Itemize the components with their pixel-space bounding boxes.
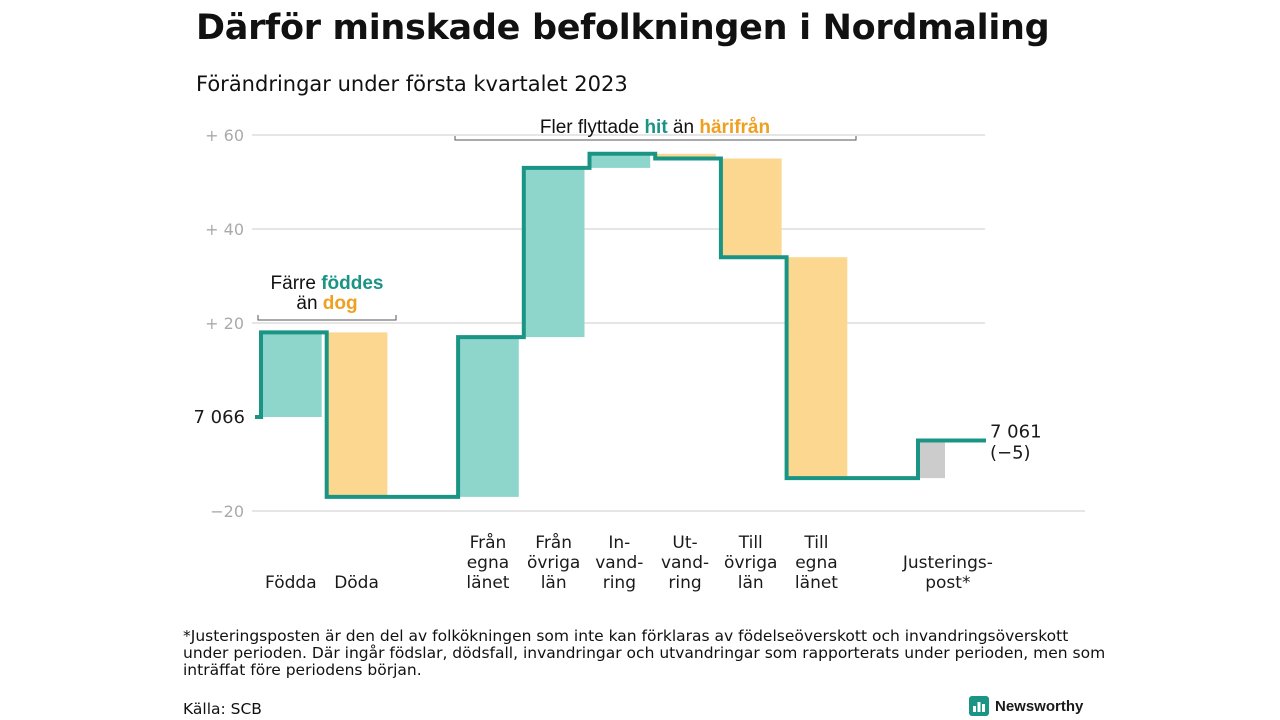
end-change-label: (−5) — [990, 443, 1031, 464]
newsworthy-icon — [969, 696, 989, 716]
running-total-line — [255, 151, 986, 499]
category-label: Justerings-post* — [902, 553, 993, 593]
category-label: Från övriga län — [527, 532, 580, 593]
brand-name: Newsworthy — [995, 697, 1084, 715]
end-value-label: 7 061 — [990, 422, 1042, 443]
annotation-bracket-births — [257, 315, 397, 321]
start-value-label: 7 066 — [193, 407, 245, 428]
annotation-farre-foddes: Färre föddes — [271, 273, 384, 294]
bar-från-övriga-län — [522, 167, 585, 338]
y-tick-label: + 20 — [205, 314, 244, 333]
annotation-an-dog: än dog — [296, 293, 357, 314]
y-tick-label: + 60 — [205, 126, 244, 145]
annotation-bracket-moves — [454, 136, 857, 141]
category-label: Från egna länet — [466, 532, 509, 593]
chart-title: Därför minskade befolkningen i Nordmalin… — [196, 8, 1050, 48]
bar-födda — [260, 332, 322, 417]
y-tick-label: −20 — [210, 502, 244, 521]
bar-justerings--post* — [919, 440, 945, 479]
category-label: Ut-vand-ring — [661, 533, 709, 593]
annotation-fler-flyttade: Fler flyttade hit än härifrån — [540, 117, 770, 138]
chart-subtitle: Förändringar under första kvartalet 2023 — [196, 72, 628, 96]
bar-från-egna-länet — [457, 337, 519, 497]
bar-in--vand--ring — [588, 153, 651, 168]
newsworthy-logo: Newsworthy — [969, 696, 1083, 716]
category-label: Till övriga län — [724, 533, 777, 593]
footnote: *Justeringsposten är den del av folkökni… — [183, 627, 1106, 679]
bar-till-övriga-län — [719, 158, 782, 258]
category-label: Döda — [334, 573, 379, 593]
bar-ut--vand--ring — [654, 153, 716, 159]
bar-till-egna-länet — [785, 257, 848, 479]
source-note: Källa: SCB — [183, 700, 262, 718]
waterfall-chart: + 60 + 40 + 20 −20 Födda Döda Från egna länet Frå… — [193, 117, 1085, 593]
bar-döda — [325, 332, 388, 497]
category-label: In-vand-ring — [595, 533, 643, 593]
category-label: Till egna länet — [795, 533, 838, 593]
category-label: Födda — [265, 573, 317, 593]
y-tick-label: + 40 — [205, 220, 244, 239]
